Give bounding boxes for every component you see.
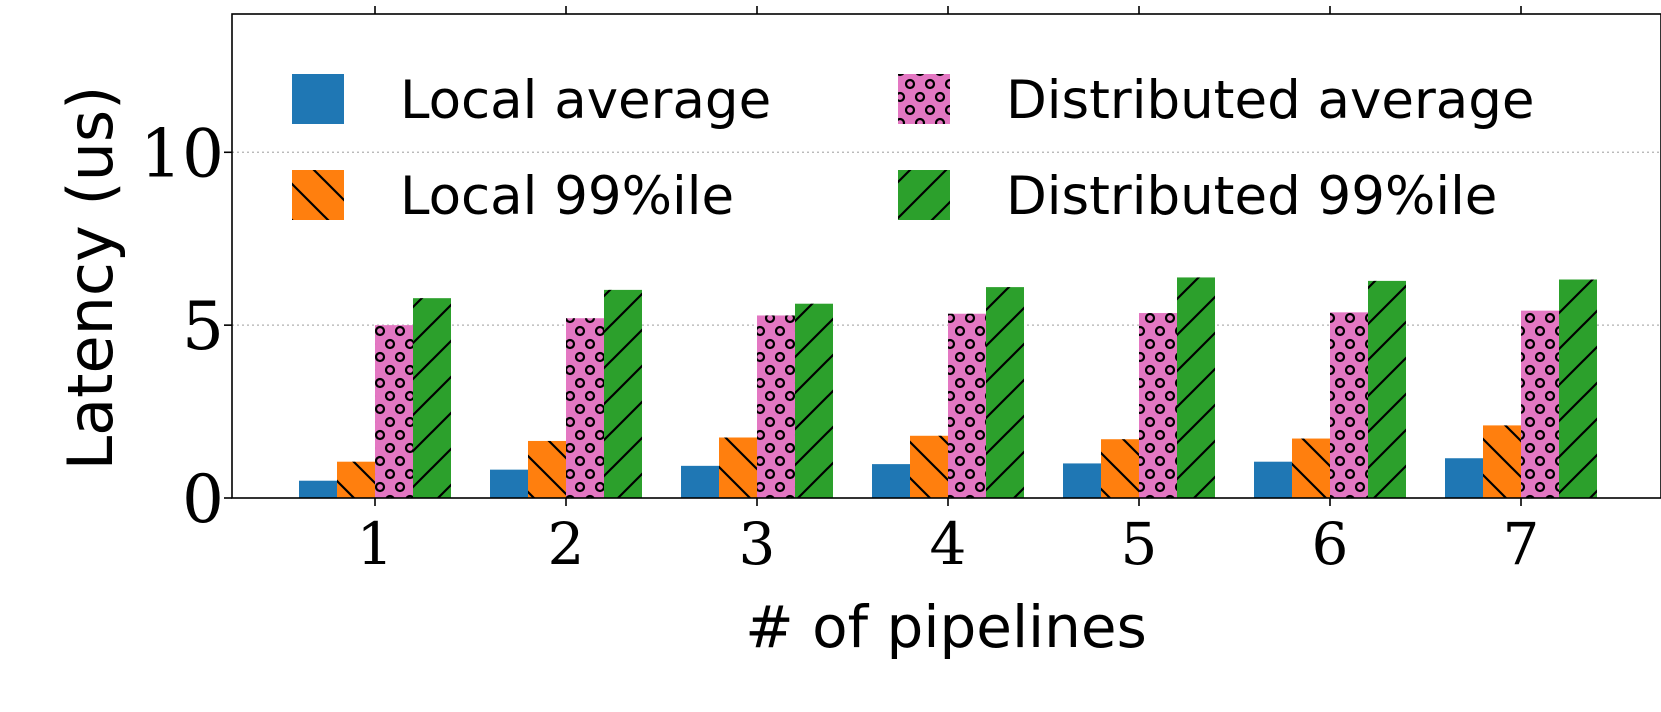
x-tick-label-6: 6 — [1312, 510, 1349, 578]
bar-local-average-1 — [299, 480, 337, 498]
plot-frame — [231, 13, 1661, 499]
bar-distributed-99-ile-4 — [986, 287, 1024, 498]
bar-local-99-ile-7 — [1483, 425, 1521, 498]
legend: Local average Local 99%ile Distributed ave… — [292, 70, 1535, 227]
x-tick-label-5: 5 — [1121, 510, 1158, 578]
legend-label-local-average: Local average — [400, 70, 771, 131]
bar-local-99-ile-6 — [1292, 438, 1330, 498]
legend-swatch-local-99-ile — [292, 170, 344, 220]
bar-distributed-99-ile-6 — [1368, 280, 1406, 498]
x-tick-label-2: 2 — [548, 510, 585, 578]
legend-swatch-distributed-99-ile — [898, 170, 950, 220]
y-tick-label-5: 5 — [182, 288, 224, 365]
x-axis-title: # of pipelines — [745, 593, 1147, 661]
legend-label-local-99-ile: Local 99%ile — [400, 166, 734, 227]
bar-distributed-average-7 — [1521, 310, 1559, 498]
x-tick-label-1: 1 — [357, 510, 394, 578]
x-tick-label-3: 3 — [739, 510, 776, 578]
legend-item-local-average: Local average — [292, 70, 771, 131]
legend-swatch-distributed-average — [898, 74, 950, 124]
gridlines — [232, 151, 1661, 326]
bar-local-average-5 — [1063, 463, 1101, 498]
bar-local-average-4 — [872, 464, 910, 498]
legend-label-distributed-99-ile: Distributed 99%ile — [1006, 166, 1497, 227]
bar-local-99-ile-4 — [910, 435, 948, 498]
bar-distributed-99-ile-7 — [1559, 279, 1597, 498]
legend-item-distributed-average: Distributed average — [898, 70, 1535, 131]
bar-distributed-99-ile-3 — [795, 303, 833, 498]
bar-local-99-ile-3 — [719, 437, 757, 498]
bar-local-average-7 — [1445, 458, 1483, 498]
bar-distributed-99-ile-2 — [604, 289, 642, 498]
bar-local-average-2 — [490, 469, 528, 498]
bar-local-99-ile-1 — [337, 461, 375, 498]
bars — [299, 277, 1597, 498]
y-axis-title: Latency (us) — [54, 86, 127, 471]
bar-distributed-average-4 — [948, 313, 986, 498]
bar-distributed-average-1 — [375, 325, 413, 498]
legend-item-local-99-ile: Local 99%ile — [292, 166, 734, 227]
bar-local-99-ile-5 — [1101, 439, 1139, 498]
bar-distributed-average-2 — [566, 318, 604, 498]
legend-swatch-local-average — [292, 74, 344, 124]
legend-item-distributed-99-ile: Distributed 99%ile — [898, 166, 1497, 227]
bar-distributed-99-ile-5 — [1177, 277, 1215, 498]
bar-distributed-average-5 — [1139, 313, 1177, 498]
bar-local-average-3 — [681, 465, 719, 498]
bar-local-99-ile-2 — [528, 440, 566, 498]
legend-label-distributed-average: Distributed average — [1006, 70, 1535, 131]
y-tick-label-10: 10 — [140, 115, 224, 192]
x-tick-label-4: 4 — [930, 510, 967, 578]
bar-distributed-average-3 — [757, 315, 795, 498]
y-tick-label-0: 0 — [182, 461, 224, 538]
bar-distributed-99-ile-1 — [413, 298, 451, 498]
bar-local-average-6 — [1254, 461, 1292, 498]
bar-distributed-average-6 — [1330, 312, 1368, 498]
x-tick-label-7: 7 — [1503, 510, 1540, 578]
ticks: 1 2 3 4 5 6 7 0 5 10 — [140, 6, 1539, 578]
